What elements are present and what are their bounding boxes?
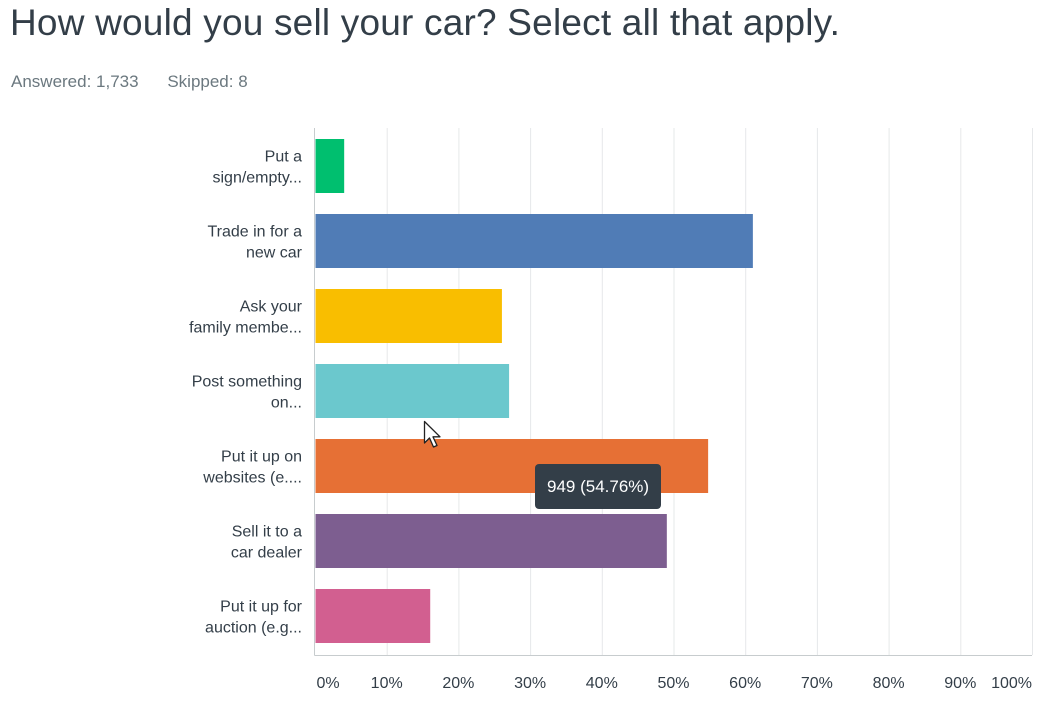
category-label: Post something on... (192, 374, 302, 412)
x-tick-label: 90% (944, 675, 976, 692)
category-labels: Put a sign/empty... Trade in for a new car A… (189, 149, 303, 637)
x-tick-label: 50% (657, 675, 689, 692)
x-tick-label: 0% (316, 675, 339, 692)
x-tick-label: 20% (442, 675, 474, 692)
answered-count: Answered: 1,733 (11, 72, 139, 91)
bar (315, 139, 345, 193)
skipped-count: Skipped: 8 (167, 72, 248, 91)
question-title: How would you sell your car? Select all … (10, 2, 841, 43)
category-label: Trade in for a new car (207, 224, 302, 262)
bar (315, 364, 510, 418)
x-tick-label: 60% (729, 675, 761, 692)
bars-layer (315, 139, 753, 643)
x-tick-label: 100% (991, 675, 1032, 692)
bar (315, 289, 502, 343)
x-tick-label: 80% (873, 675, 905, 692)
bar-tooltip: 949 (54.76%) (535, 464, 662, 509)
category-label: Put it up for auction (e.g... (205, 599, 303, 637)
bar (315, 589, 431, 643)
x-axis-ticks: 0% 10% 20% 30% 40% 50% 60% 70% 80% 90% 100% (316, 675, 1032, 692)
x-tick-label: 30% (514, 675, 546, 692)
x-tick-label: 40% (586, 675, 618, 692)
bar (315, 214, 753, 268)
x-tick-label: 10% (371, 675, 403, 692)
category-label: Put it up on websites (e.... (202, 449, 302, 487)
x-tick-label: 70% (801, 675, 833, 692)
response-stats: Answered: 1,733 Skipped: 8 (11, 72, 248, 92)
bar (315, 514, 667, 568)
category-label: Ask your family membe... (189, 299, 303, 337)
category-label: Put a sign/empty... (212, 149, 302, 187)
category-label: Sell it to a car dealer (231, 524, 303, 562)
mouse-pointer-icon (423, 420, 441, 448)
